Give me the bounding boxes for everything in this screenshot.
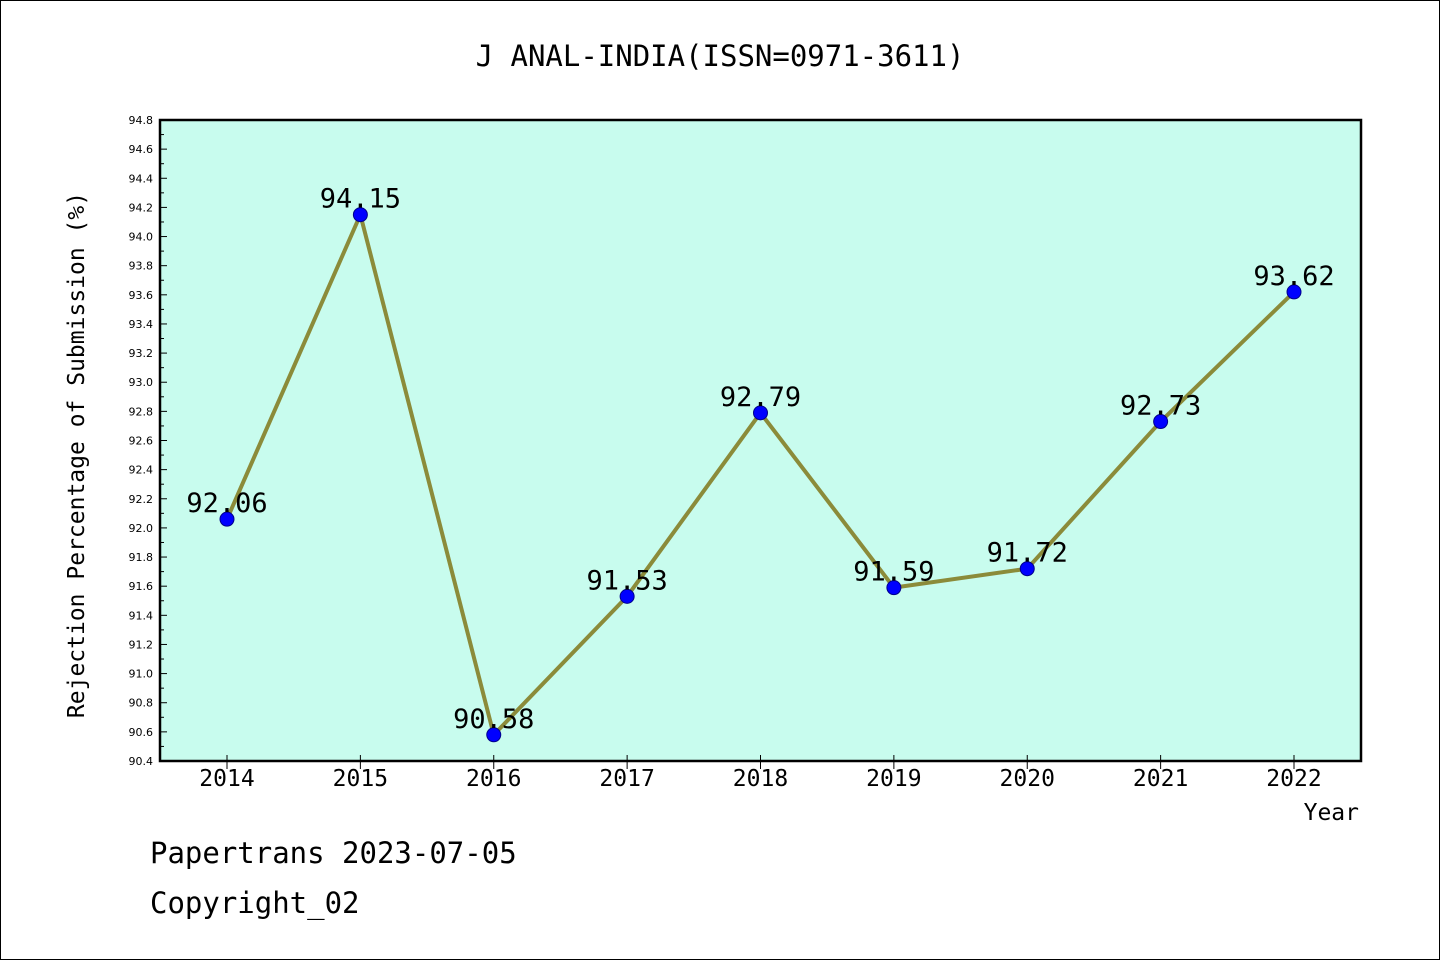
data-label: 91.72 [987,538,1068,569]
y-tick-label: 93.8 [129,260,154,273]
data-point [219,511,235,527]
y-tick-label: 92.6 [129,435,154,448]
data-label: 90.58 [453,704,534,735]
data-label: 92.79 [720,382,801,413]
data-labels: 92.06 94.15 90.58 91.53 92.79 91.59 91.72 92.73… [186,184,1334,735]
x-tick-label: 2014 [199,766,254,792]
series-markers [219,207,1302,743]
data-point [1153,414,1169,430]
footer-copyright: Copyright_02 [150,886,360,920]
x-tick-label: 2021 [1133,766,1188,792]
y-tick-label: 93.2 [129,347,154,360]
x-tick-label: 2022 [1266,766,1321,792]
y-tick-label: 94.8 [129,114,154,127]
y-tick-label: 93.4 [129,318,154,331]
data-point [486,727,502,743]
y-tick-label: 92.0 [129,522,154,535]
data-point [753,405,768,421]
x-tick-label: 2018 [733,766,788,792]
y-tick-label: 91.0 [129,668,154,681]
y-tick-label: 91.4 [129,609,154,622]
y-tick-label: 92.4 [129,464,154,477]
x-tick-label: 2017 [599,766,654,792]
data-point [619,588,635,604]
y-tick-label: 94.6 [129,143,154,156]
data-point [352,207,368,223]
x-tick-label: 2020 [1000,766,1055,792]
plot-area [158,118,1363,763]
x-tick-label: 2016 [466,766,521,792]
x-axis-label: Year [1304,800,1359,826]
data-point [1286,284,1302,300]
data-label: 92.73 [1120,391,1201,422]
y-tick-label: 91.2 [129,638,154,651]
data-point [1019,561,1035,577]
y-tick-label: 94.2 [129,201,154,214]
y-tick-label: 94.0 [129,231,154,244]
x-tick-label: 2019 [866,766,921,792]
data-label: 93.62 [1253,261,1334,292]
data-label: 92.06 [186,488,267,519]
y-tick-label: 93.0 [129,376,154,389]
y-tick-label: 92.2 [129,493,154,506]
y-tick-label: 91.6 [129,580,154,593]
y-tick-label: 92.8 [129,405,154,418]
y-tick-label: 90.8 [129,697,154,710]
x-axis-ticks: 2014 2015 2016 2017 2018 2019 2020 2021 2022 [199,755,1322,792]
y-axis-ticks: 90.4 90.6 90.8 91.0 91.2 91.4 91.6 91.8 92.0 92.2… [129,114,167,768]
y-tick-label: 93.6 [129,289,154,302]
data-label: 91.53 [586,565,667,596]
y-tick-label: 90.6 [129,726,154,739]
chart-title: J ANAL-INDIA(ISSN=0971-3611) [476,39,965,73]
data-label: 94.15 [320,184,401,215]
data-label: 91.59 [853,557,934,588]
y-tick-label: 91.8 [129,551,154,564]
footer-date: Papertrans 2023-07-05 [150,836,517,870]
x-tick-label: 2015 [333,766,388,792]
y-axis-label: Rejection Percentage of Submission (%) [64,192,90,718]
y-tick-label: 90.4 [129,755,154,768]
data-point [886,580,902,596]
y-tick-label: 94.4 [129,172,154,185]
